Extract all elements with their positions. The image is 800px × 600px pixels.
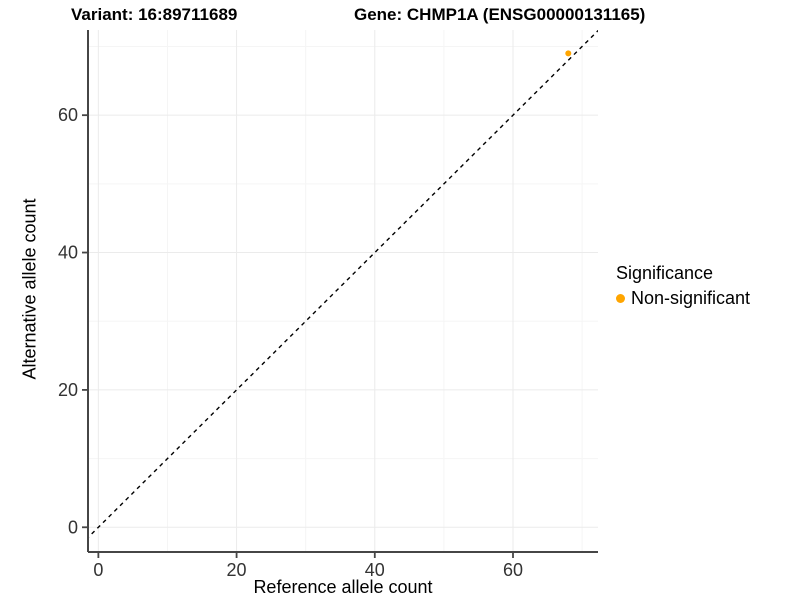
y-tick-label: 0 <box>68 517 78 537</box>
gene-title: Gene: CHMP1A (ENSG00000131165) <box>354 5 646 24</box>
tick-marks <box>82 114 514 558</box>
x-axis-title: Reference allele count <box>253 577 433 597</box>
axes <box>87 30 598 553</box>
scatter-points <box>565 50 572 57</box>
variant-title: Variant: 16:89711689 <box>71 5 238 24</box>
y-axis-title: Alternative allele count <box>19 198 40 380</box>
y-tick-label: 40 <box>58 243 78 263</box>
x-tick-label: 40 <box>365 560 385 580</box>
grid-minor <box>88 30 598 552</box>
legend-item: Non-significant <box>616 288 750 309</box>
y-tick-label: 20 <box>58 380 78 400</box>
legend-title: Significance <box>616 263 714 283</box>
x-tick-label: 60 <box>503 560 523 580</box>
x-tick-label: 20 <box>227 560 247 580</box>
x-tick-label: 0 <box>93 560 103 580</box>
legend-item-label: Non-significant <box>631 288 751 308</box>
y-tick-label: 60 <box>58 105 78 125</box>
identity-dashed-line <box>88 30 598 539</box>
point-icon <box>616 294 625 303</box>
grid-major <box>88 30 598 552</box>
legend: Significance Non-significant <box>616 263 750 309</box>
data-point <box>565 50 572 57</box>
tick-labels: 0 20 40 60 0 20 40 60 <box>58 105 523 580</box>
